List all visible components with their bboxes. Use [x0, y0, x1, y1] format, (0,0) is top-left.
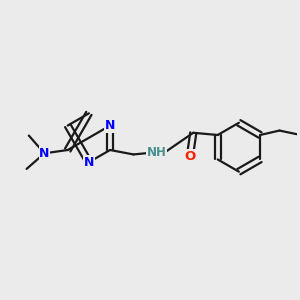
Text: N: N	[84, 156, 94, 169]
Text: NH: NH	[147, 146, 167, 159]
Text: N: N	[105, 119, 115, 132]
Text: O: O	[184, 150, 196, 163]
Text: N: N	[39, 147, 50, 160]
